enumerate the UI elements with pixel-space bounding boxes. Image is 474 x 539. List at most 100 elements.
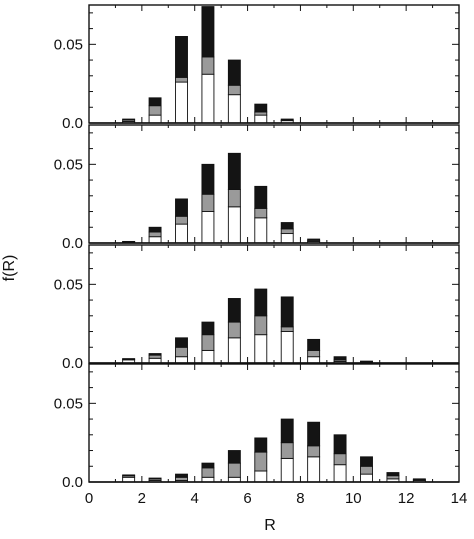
bar-segment-lower — [333, 464, 347, 483]
bar-segment-lower — [201, 211, 215, 244]
x-tick-label: 12 — [398, 490, 415, 507]
bar-segment-upper — [280, 296, 294, 328]
bar-segment-lower — [148, 357, 162, 364]
bar-segment-middle — [280, 326, 294, 332]
y-tick-label: 0.0 — [62, 474, 83, 491]
x-axis-title: R — [264, 517, 276, 534]
bar-segment-lower — [175, 81, 188, 124]
bar-segment-middle — [175, 76, 188, 83]
bar-segment-lower — [227, 206, 241, 244]
bar-segment-upper — [254, 185, 268, 209]
bar-segment-upper — [280, 418, 294, 444]
bar-segment-lower — [307, 456, 321, 483]
bar-segment-lower — [360, 473, 373, 483]
bar-segment-upper — [201, 321, 215, 336]
bar-segment-middle — [360, 465, 373, 475]
y-tick-label: 0.05 — [54, 36, 83, 53]
bar-segment-lower — [148, 114, 162, 124]
bar-segment-lower — [280, 457, 294, 483]
bar-segment-middle — [148, 231, 162, 238]
bar-segment-middle — [175, 346, 188, 358]
bar-segment-upper — [360, 360, 373, 363]
x-tick-label: 8 — [296, 490, 304, 507]
bar-segment-middle — [201, 193, 215, 212]
panel-frame — [88, 4, 460, 124]
bar-segment-upper — [148, 353, 162, 356]
panel-frame — [88, 124, 460, 244]
bar-segment-middle — [280, 442, 294, 459]
x-tick-label: 2 — [138, 490, 146, 507]
bar-segment-upper — [386, 472, 400, 477]
bar-segment-lower — [254, 470, 268, 483]
bar-segment-upper — [122, 474, 136, 477]
bar-segment-upper — [201, 163, 215, 195]
x-tick-label: 14 — [451, 490, 468, 507]
bar-segment-lower — [307, 356, 321, 364]
bar-segment-upper — [175, 337, 188, 348]
bar-segment-lower — [122, 476, 136, 483]
bar-segment-lower — [201, 73, 215, 124]
chart-panels: 0.0 0.05 0.0 0.05 0.0 0.05 0.0 0.05 0 2 4 6 8 10 12 14 — [54, 4, 468, 507]
y-axis-title: f(R) — [1, 255, 18, 282]
bar-segment-lower — [227, 337, 241, 364]
y-tick-label: 0.05 — [54, 395, 83, 412]
bar-segment-lower — [254, 217, 268, 244]
x-tick-label: 4 — [191, 490, 199, 507]
bar-segment-upper — [175, 36, 188, 78]
bar-segment-upper — [412, 478, 426, 481]
bar-segment-middle — [307, 445, 321, 458]
bar-segment-upper — [227, 298, 241, 323]
bar-segment-middle — [227, 84, 241, 96]
panel-frame — [88, 244, 460, 364]
bar-segment-middle — [175, 215, 188, 225]
bar-segment-upper — [227, 152, 241, 190]
bar-segment-lower — [175, 356, 188, 364]
bar-segment-middle — [307, 349, 321, 358]
y-tick-label: 0.05 — [54, 276, 83, 293]
y-tick-label: 0.0 — [62, 235, 83, 252]
bar-segment-middle — [227, 462, 241, 478]
bar-segment-middle — [280, 228, 294, 235]
bar-segment-lower — [201, 349, 215, 364]
y-tick-label: 0.0 — [62, 115, 83, 132]
bar-segment-upper — [148, 97, 162, 107]
bar-segment-upper — [333, 356, 347, 361]
bar-segment-middle — [227, 321, 241, 339]
x-tick-label: 6 — [243, 490, 251, 507]
panel-frame — [88, 363, 460, 483]
bar-segment-middle — [201, 56, 215, 75]
bar-segment-upper — [201, 462, 215, 469]
bar-segment-upper — [227, 450, 241, 464]
bar-segment-middle — [175, 476, 188, 481]
bar-segment-upper — [175, 198, 188, 217]
bar-segment-lower — [280, 233, 294, 244]
bar-segment-lower — [175, 223, 188, 244]
bar-segment-upper — [227, 59, 241, 86]
bar-segment-upper — [254, 103, 268, 113]
bar-segment-upper — [333, 434, 347, 455]
bar-segment-upper — [201, 6, 215, 58]
bar-segment-middle — [201, 334, 215, 351]
bar-segment-upper — [254, 437, 268, 453]
bar-segment-middle — [386, 475, 400, 480]
bar-segment-upper — [148, 477, 162, 480]
bar-segment-upper — [360, 456, 373, 467]
bar-segment-upper — [307, 338, 321, 351]
bar-segment-upper — [280, 118, 294, 121]
bar-segment-upper — [280, 222, 294, 230]
bar-segment-middle — [333, 453, 347, 466]
bar-segment-upper — [254, 288, 268, 317]
y-tick-label: 0.05 — [54, 156, 83, 173]
bar-segment-middle — [254, 111, 268, 116]
bar-segment-upper — [175, 473, 188, 478]
bar-segment-upper — [307, 238, 321, 241]
bar-segment-middle — [148, 354, 162, 359]
bar-segment-middle — [227, 189, 241, 208]
bar-segment-middle — [201, 467, 215, 478]
bar-segment-middle — [254, 315, 268, 336]
bar-segment-lower — [254, 114, 268, 124]
x-tick-label: 0 — [85, 490, 93, 507]
bar-segment-middle — [254, 451, 268, 472]
bar-segment-lower — [201, 476, 215, 483]
